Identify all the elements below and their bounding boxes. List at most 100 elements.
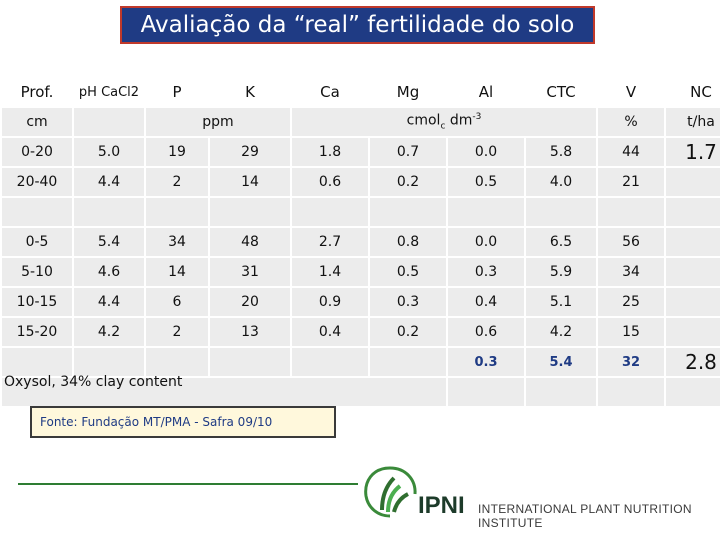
empty-cell bbox=[146, 198, 208, 226]
cell-mg: 0.7 bbox=[370, 138, 446, 166]
cell-mg: 0.2 bbox=[370, 168, 446, 196]
cell-ctc: 5.1 bbox=[526, 288, 596, 316]
header-prof: Prof. bbox=[2, 78, 72, 106]
cell-depth: 15-20 bbox=[2, 318, 72, 346]
cell-ctc: 6.5 bbox=[526, 228, 596, 256]
empty-cell bbox=[74, 348, 144, 376]
unit-cmol-sup: -3 bbox=[472, 112, 482, 123]
header-ctc: CTC bbox=[526, 78, 596, 106]
cell-depth: 0-5 bbox=[2, 228, 72, 256]
unit-nc: t/ha bbox=[666, 108, 720, 136]
cell-ca: 1.4 bbox=[292, 258, 368, 286]
cell-al: 0.6 bbox=[448, 318, 524, 346]
header-row: Prof. pH CaCl2 P K Ca Mg Al CTC V NC bbox=[2, 78, 720, 106]
cell-ph: 5.4 bbox=[74, 228, 144, 256]
cell-ph: 5.0 bbox=[74, 138, 144, 166]
cell-v: 34 bbox=[598, 258, 664, 286]
cell-depth: 20-40 bbox=[2, 168, 72, 196]
unit-cmol-base: cmol bbox=[406, 112, 441, 129]
empty-cell bbox=[370, 198, 446, 226]
cell-mg: 0.2 bbox=[370, 318, 446, 346]
empty-cell bbox=[666, 198, 720, 226]
note-row bbox=[2, 378, 720, 406]
cell-depth: 10-15 bbox=[2, 288, 72, 316]
cell-ca: 1.8 bbox=[292, 138, 368, 166]
cell-k: 14 bbox=[210, 168, 290, 196]
empty-cell bbox=[526, 378, 596, 406]
summary-v: 32 bbox=[598, 348, 664, 376]
empty-cell bbox=[210, 348, 290, 376]
empty-cell bbox=[666, 168, 720, 196]
cell-mg: 0.3 bbox=[370, 288, 446, 316]
units-row: cm ppm cmolc dm-3 % t/ha bbox=[2, 108, 720, 136]
divider-line bbox=[18, 483, 358, 485]
table-row: 10-15 4.4 6 20 0.9 0.3 0.4 5.1 25 bbox=[2, 288, 720, 316]
empty-cell bbox=[292, 348, 368, 376]
summary-al: 0.3 bbox=[448, 348, 524, 376]
empty-cell bbox=[2, 378, 446, 406]
cell-k: 31 bbox=[210, 258, 290, 286]
empty-cell bbox=[598, 378, 664, 406]
cell-ctc: 5.9 bbox=[526, 258, 596, 286]
cell-nc-bottom: 2.8 bbox=[666, 348, 720, 376]
header-k: K bbox=[210, 78, 290, 106]
unit-cmol-sub: c bbox=[440, 121, 446, 132]
header-al: Al bbox=[448, 78, 524, 106]
cell-ctc: 4.2 bbox=[526, 318, 596, 346]
empty-cell bbox=[292, 198, 368, 226]
table-row: 5-10 4.6 14 31 1.4 0.5 0.3 5.9 34 bbox=[2, 258, 720, 286]
cell-k: 13 bbox=[210, 318, 290, 346]
unit-cmol-tail: dm bbox=[445, 112, 473, 129]
cell-v: 56 bbox=[598, 228, 664, 256]
unit-ppm: ppm bbox=[146, 108, 290, 136]
header-ph: pH CaCl2 bbox=[74, 78, 144, 106]
summary-ctc: 5.4 bbox=[526, 348, 596, 376]
unit-cmol: cmolc dm-3 bbox=[292, 108, 596, 136]
soil-fertility-table: Prof. pH CaCl2 P K Ca Mg Al CTC V NC cm … bbox=[0, 76, 720, 408]
cell-p: 2 bbox=[146, 318, 208, 346]
cell-ca: 2.7 bbox=[292, 228, 368, 256]
empty-cell bbox=[666, 228, 720, 256]
cell-depth: 0-20 bbox=[2, 138, 72, 166]
header-p: P bbox=[146, 78, 208, 106]
empty-cell bbox=[210, 198, 290, 226]
empty-cell bbox=[370, 348, 446, 376]
cell-ca: 0.4 bbox=[292, 318, 368, 346]
cell-mg: 0.5 bbox=[370, 258, 446, 286]
table-row: 0-20 5.0 19 29 1.8 0.7 0.0 5.8 44 1.7 bbox=[2, 138, 720, 166]
soil-note: Oxysol, 34% clay content bbox=[4, 374, 183, 390]
header-v: V bbox=[598, 78, 664, 106]
cell-depth: 5-10 bbox=[2, 258, 72, 286]
cell-p: 19 bbox=[146, 138, 208, 166]
empty-cell bbox=[666, 288, 720, 316]
cell-k: 29 bbox=[210, 138, 290, 166]
cell-ph: 4.6 bbox=[74, 258, 144, 286]
source-box: Fonte: Fundação MT/PMA - Safra 09/10 bbox=[30, 406, 336, 438]
empty-cell bbox=[146, 348, 208, 376]
empty-cell bbox=[74, 198, 144, 226]
cell-ph: 4.4 bbox=[74, 288, 144, 316]
unit-percent: % bbox=[598, 108, 664, 136]
cell-v: 25 bbox=[598, 288, 664, 316]
ipni-logo-icon bbox=[364, 466, 417, 518]
ipni-subtitle: INTERNATIONAL PLANT NUTRITION INSTITUTE bbox=[478, 502, 692, 530]
empty-cell bbox=[598, 198, 664, 226]
cell-al: 0.4 bbox=[448, 288, 524, 316]
empty-cell bbox=[666, 258, 720, 286]
empty-cell bbox=[2, 198, 72, 226]
empty-cell bbox=[666, 378, 720, 406]
cell-ctc: 4.0 bbox=[526, 168, 596, 196]
cell-k: 48 bbox=[210, 228, 290, 256]
header-mg: Mg bbox=[370, 78, 446, 106]
cell-p: 6 bbox=[146, 288, 208, 316]
cell-v: 21 bbox=[598, 168, 664, 196]
cell-p: 34 bbox=[146, 228, 208, 256]
cell-ph: 4.2 bbox=[74, 318, 144, 346]
empty-cell bbox=[666, 318, 720, 346]
header-ca: Ca bbox=[292, 78, 368, 106]
cell-p: 2 bbox=[146, 168, 208, 196]
header-nc: NC bbox=[666, 78, 720, 106]
table-row: 15-20 4.2 2 13 0.4 0.2 0.6 4.2 15 bbox=[2, 318, 720, 346]
cell-k: 20 bbox=[210, 288, 290, 316]
empty-cell bbox=[74, 108, 144, 136]
